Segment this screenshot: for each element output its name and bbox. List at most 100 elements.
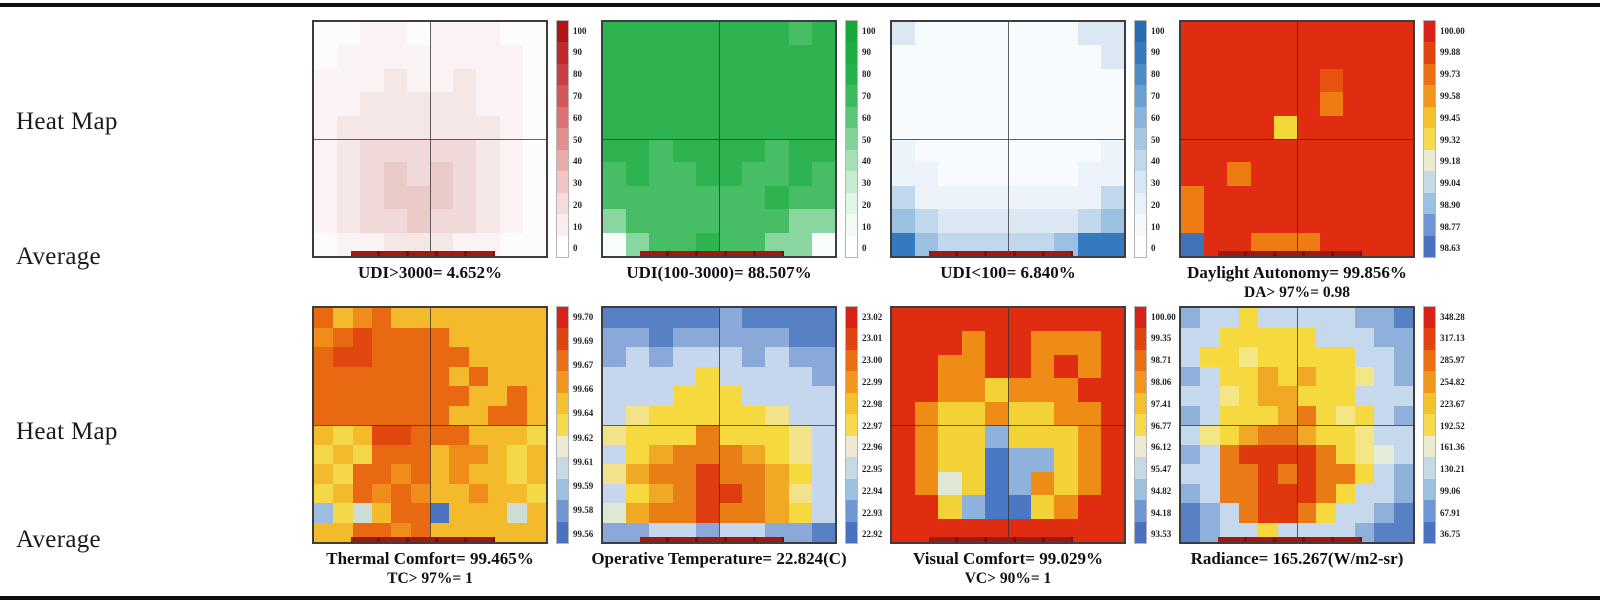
- heatmap-cell: [719, 68, 743, 93]
- heatmap-cell: [1355, 405, 1375, 425]
- heatmap-cell: [1389, 138, 1413, 163]
- heatmap-cell: [961, 471, 985, 496]
- heatmap-cell: [1273, 115, 1297, 139]
- heatmap-cell: [1077, 401, 1101, 425]
- colorbar-tick-label: 40: [573, 156, 582, 167]
- heatmap-cell: [1277, 308, 1297, 328]
- heatmap-cell: [649, 185, 673, 210]
- heatmap-cell: [1239, 464, 1259, 484]
- heatmap-cell: [649, 138, 673, 163]
- heatmap-cell: [765, 308, 789, 328]
- heatmap-cell: [788, 522, 812, 542]
- heatmap-cell: [695, 115, 719, 139]
- heatmap-cell: [695, 327, 719, 347]
- heatmap-cell: [1031, 495, 1055, 519]
- heatmap-cell: [742, 162, 766, 186]
- heatmap-cell: [468, 464, 488, 484]
- heatmap-cell: [892, 209, 916, 233]
- heatmap-cell: [1316, 464, 1336, 484]
- colorbar-segment: [557, 21, 568, 43]
- heatmap-cell: [1320, 185, 1344, 210]
- heatmap-cell: [337, 22, 361, 46]
- heatmap-cell: [672, 425, 696, 445]
- heatmap-cell: [468, 425, 488, 445]
- heatmap-cell: [1031, 448, 1055, 472]
- heatmap-cell: [1031, 331, 1055, 355]
- heatmap-cell: [984, 185, 1008, 210]
- heatmap-cell: [788, 444, 812, 464]
- heatmap-cell: [1054, 424, 1078, 449]
- heatmap-cell: [603, 386, 627, 406]
- colorbar-segment: [846, 171, 857, 193]
- colorbar-tick-label: 0: [862, 243, 867, 254]
- heatmap-cell: [603, 522, 627, 542]
- heatmap-cell: [1077, 331, 1101, 355]
- heatmap-cell: [649, 405, 673, 425]
- heatmap-cell: [1031, 424, 1055, 449]
- heatmap-cell: [1239, 308, 1259, 328]
- heatmap-cell: [961, 92, 985, 116]
- heatmap-cell: [765, 347, 789, 367]
- heatmap-cell: [719, 45, 743, 69]
- heatmap-cell: [672, 185, 696, 210]
- heatmap-cell: [314, 386, 334, 406]
- heatmap-cell: [383, 185, 407, 210]
- colorbar-segment: [846, 328, 857, 350]
- heatmap-cell: [1219, 425, 1239, 445]
- heatmap-cell: [333, 464, 353, 484]
- heatmap-cell: [1297, 308, 1317, 328]
- heatmap-cell: [1316, 366, 1336, 386]
- colorbar-segment: [1424, 328, 1435, 350]
- heatmap-cell: [1335, 444, 1355, 464]
- heatmap-cell: [811, 444, 835, 464]
- heatmap-cell: [695, 92, 719, 116]
- heatmap-cell: [961, 22, 985, 46]
- colorbar-tick-label: 40: [862, 156, 871, 167]
- heatmap-cell: [337, 185, 361, 210]
- heatmap-cell: [1219, 347, 1239, 367]
- colorbar-segment: [846, 42, 857, 64]
- heatmap-cell: [430, 232, 454, 256]
- heatmap-cell: [449, 464, 469, 484]
- operative-temperature-caption: Operative Temperature= 22.824(C): [571, 548, 867, 569]
- heatmap-cell: [314, 327, 334, 347]
- colorbar-segment: [557, 307, 568, 329]
- heatmap-cell: [1100, 209, 1124, 233]
- heatmap-cell: [1031, 92, 1055, 116]
- heatmap-cell: [1374, 522, 1394, 542]
- colorbar-segment: [1424, 235, 1435, 257]
- heatmap-cell: [765, 209, 789, 233]
- heatmap-cell: [672, 366, 696, 386]
- heatmap-cell: [603, 444, 627, 464]
- colorbar-tick-label: 22.94: [862, 485, 883, 496]
- heatmap-cell: [603, 45, 627, 69]
- heatmap-cell: [488, 366, 508, 386]
- colorbar-segment: [557, 457, 568, 479]
- colorbar-segment: [1135, 521, 1146, 543]
- heatmap-cell: [468, 327, 488, 347]
- heatmap-cell: [507, 483, 527, 503]
- heatmap-cell: [522, 162, 546, 186]
- heatmap-cell: [626, 386, 650, 406]
- heatmap-cell: [1320, 92, 1344, 116]
- heatmap-cell: [961, 308, 985, 332]
- colorbar-segment: [1424, 478, 1435, 501]
- heatmap-cell: [603, 464, 627, 484]
- heatmap-cell: [626, 464, 650, 484]
- heatmap-cell: [333, 425, 353, 445]
- heatmap-cell: [507, 503, 527, 523]
- heatmap-cell: [314, 522, 334, 542]
- heatmap-cell: [892, 331, 916, 355]
- heatmap-cell: [1181, 522, 1201, 542]
- heatmap-cell: [672, 138, 696, 163]
- heatmap-cell: [1355, 366, 1375, 386]
- heatmap-cell: [672, 209, 696, 233]
- heatmap-cell: [892, 185, 916, 210]
- heatmap-panel-thermal-comfort: 99.70 99.69 99.67 99.66 99.64 99.62 99.61 99.59…: [312, 306, 593, 587]
- colorbar-tick-label: 22.92: [862, 529, 883, 540]
- heatmap-panel-operative-temperature: 23.02 23.01 23.00 22.99 22.98 22.97 22.96 22.95…: [591, 306, 882, 568]
- heatmap-cell: [360, 92, 384, 116]
- heatmap-cell: [1181, 138, 1205, 163]
- heatmap-cell: [742, 405, 766, 425]
- daylight-autonomy-colorbar: [1423, 20, 1436, 258]
